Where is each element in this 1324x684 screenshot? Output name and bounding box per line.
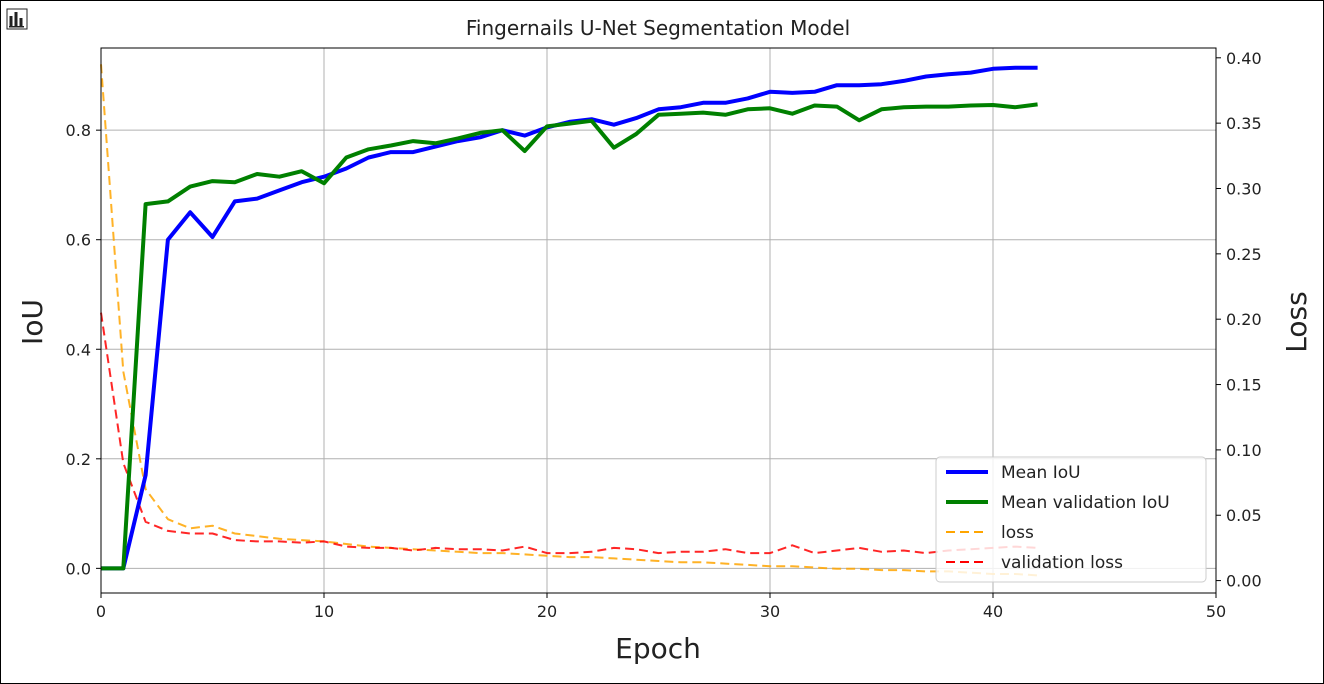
axis-ticks: 0 10 20 30 40 50 0.0 0.2 0.4 0.6 0.8 0.00 0.05 0.10 0.… [66, 49, 1262, 621]
y-axis-label-right: Loss [1280, 291, 1313, 352]
x-tick-label: 0 [96, 602, 106, 621]
x-tick-label: 30 [760, 602, 780, 621]
x-tick-label: 10 [314, 602, 334, 621]
y-tick-label-right: 0.05 [1226, 506, 1262, 525]
legend-box [935, 456, 1207, 583]
series-lines [100, 64, 1038, 577]
y-tick-label-left: 0.6 [66, 231, 91, 250]
y-tick-label-left: 0.8 [66, 121, 91, 140]
legend-label: Mean IoU [1001, 463, 1081, 483]
series-line-validation-loss [100, 312, 1038, 555]
y-tick-label-right: 0.00 [1226, 572, 1262, 591]
y-tick-label-right: 0.35 [1226, 114, 1262, 133]
x-tick-label: 40 [983, 602, 1003, 621]
chart-title: Fingernails U-Net Segmentation Model [466, 16, 850, 40]
y-tick-label-right: 0.30 [1226, 179, 1262, 198]
series-line-mean-validation-iou [101, 102, 1038, 571]
x-tick-label: 20 [537, 602, 557, 621]
y-tick-label-right: 0.25 [1226, 245, 1262, 264]
y-tick-label-right: 0.20 [1226, 310, 1262, 329]
plot-frame [100, 47, 1217, 594]
series-line-mean-iou [101, 65, 1038, 571]
y-tick-label-right: 0.10 [1226, 441, 1262, 460]
y-tick-label-right: 0.15 [1226, 376, 1262, 395]
y-axis-label-left: IoU [16, 299, 49, 345]
legend-label: validation loss [1001, 553, 1123, 573]
y-tick-label-left: 0.2 [66, 450, 91, 469]
y-tick-label-right: 0.40 [1226, 49, 1262, 68]
y-tick-label-left: 0.0 [66, 559, 91, 578]
legend-label: Mean validation IoU [1001, 493, 1170, 513]
bar-chart-icon[interactable] [6, 8, 28, 30]
x-tick-label: 50 [1206, 602, 1226, 621]
legend: Mean IoU Mean validation IoU loss validatio… [935, 456, 1207, 583]
series-line-loss [100, 64, 1038, 577]
legend-label: loss [1001, 523, 1034, 543]
y-tick-label-left: 0.4 [66, 340, 91, 359]
x-axis-label: Epoch [615, 632, 701, 665]
